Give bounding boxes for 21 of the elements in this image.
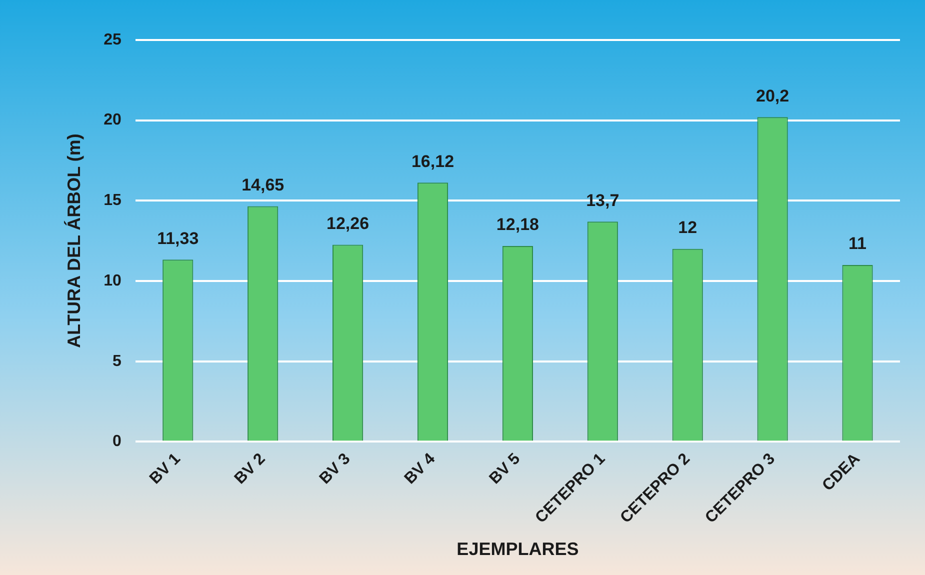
data-label: 12,26 <box>326 214 370 233</box>
x-tick-label: BV 3 <box>316 450 354 488</box>
y-tick-label: 25 <box>104 31 122 48</box>
data-label: 12 <box>678 218 698 238</box>
data-label: 12,18 <box>496 215 539 234</box>
data-label: 14,65 <box>242 175 284 194</box>
y-tick-label: 0 <box>112 433 122 450</box>
y-tick-label: 5 <box>112 352 122 370</box>
y-tick-label: 20 <box>104 112 122 129</box>
x-tick-label: BV 4 <box>402 450 439 488</box>
data-label: 16,12 <box>411 152 454 171</box>
data-label: 11 <box>848 234 867 254</box>
y-axis-title: ALTURA DEL ÁRBOL (m) <box>64 134 84 348</box>
y-tick-label: 15 <box>104 192 122 210</box>
x-axis-title: EJEMPLARES <box>456 539 579 560</box>
data-label: 11,33 <box>157 228 199 248</box>
x-tick-label: BV 5 <box>486 450 524 488</box>
x-tick-label: BV 1 <box>146 450 184 488</box>
y-tick-label: 10 <box>104 272 122 290</box>
x-tick-label: BV 2 <box>232 450 269 488</box>
data-label: 20,2 <box>756 86 790 106</box>
